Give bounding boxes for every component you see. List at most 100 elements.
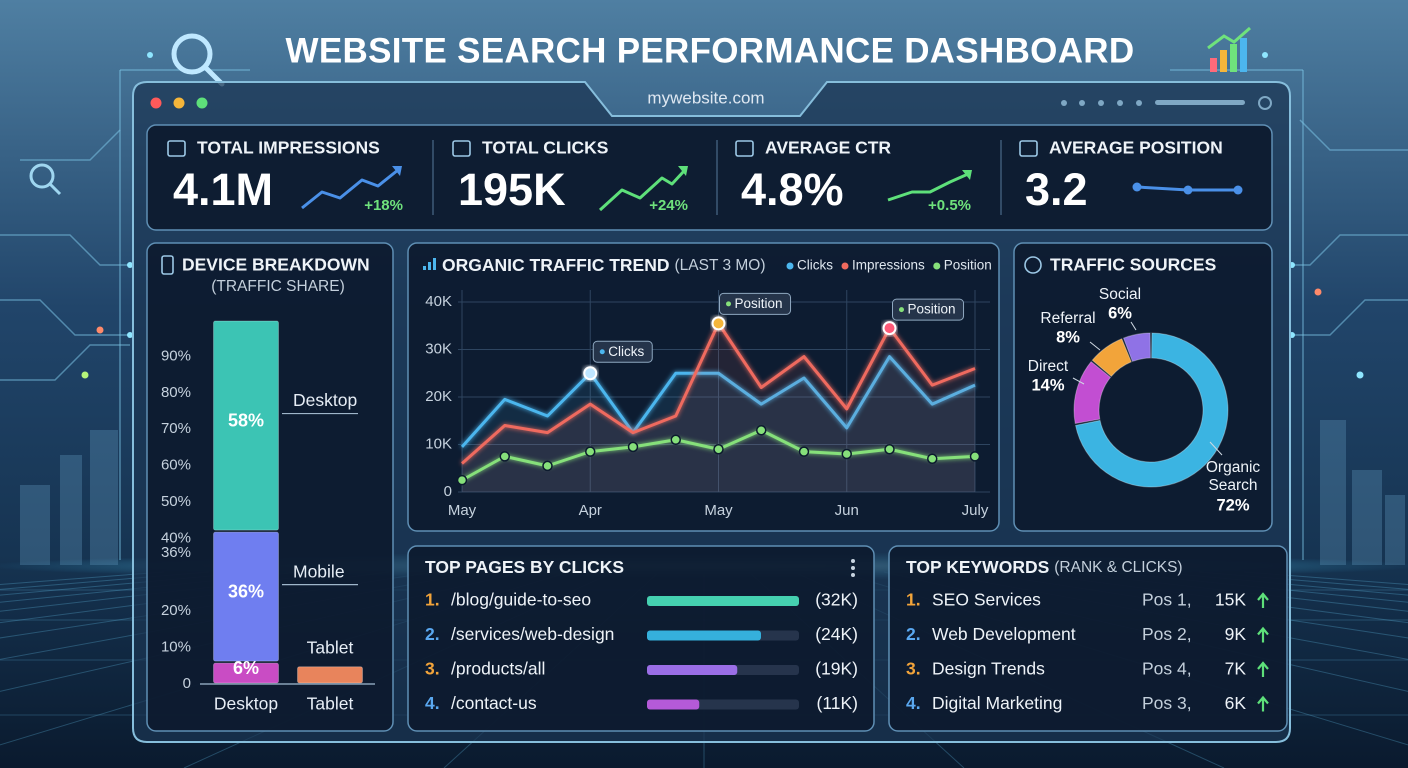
- kpi-change: +24%: [649, 197, 688, 214]
- panel-title: DEVICE BREAKDOWN: [182, 255, 370, 275]
- slice-label: Social: [1099, 286, 1141, 303]
- slice-label: Referral: [1040, 310, 1095, 327]
- kpi-icon: [735, 140, 754, 157]
- arrow-head: [392, 166, 402, 176]
- point: [884, 444, 895, 455]
- node: [1262, 52, 1268, 58]
- label-box: Organic Search: [1206, 459, 1260, 494]
- kpi-icon: [1019, 140, 1038, 157]
- y-tick-label: 70%: [161, 420, 191, 437]
- keyword-position: Pos 1,: [1142, 590, 1192, 610]
- keyword: Digital Marketing: [932, 693, 1062, 713]
- panel-heading: ORGANIC TRAFFIC TREND (LAST 3 MO): [442, 255, 766, 275]
- bar-label: 58%: [228, 410, 264, 430]
- pie-segment: [1074, 332, 1229, 488]
- y-tick-label: 30K: [425, 340, 452, 357]
- kpi-change: +0.5%: [928, 197, 971, 214]
- url: mywebsite.com: [647, 88, 764, 107]
- point: [927, 453, 938, 464]
- annotation-box: [719, 292, 792, 315]
- spark-dot: [1132, 182, 1142, 192]
- keyword: Web Development: [932, 624, 1076, 644]
- chart-icon: [1207, 26, 1251, 72]
- legend-label: Position: [944, 258, 992, 273]
- point: [499, 451, 510, 462]
- annotation-dot: [599, 349, 605, 355]
- icon-bar: [428, 262, 431, 270]
- kpi-value: 195K: [458, 164, 566, 215]
- keyword-clicks: 9K: [1225, 624, 1247, 644]
- annotation-dot: [726, 301, 731, 307]
- rank: 2.: [425, 624, 440, 644]
- slice-value: 72%: [1216, 496, 1249, 514]
- lens: [29, 163, 55, 189]
- kpi-change: +18%: [364, 197, 403, 214]
- lens: [171, 33, 213, 75]
- bar: [647, 596, 799, 606]
- dot: [1079, 100, 1085, 106]
- bar-value: (32K): [815, 590, 858, 610]
- y-tick-label: 0: [183, 675, 191, 692]
- slice-value: 14%: [1031, 376, 1064, 394]
- y-tick-label: 60%: [161, 457, 191, 474]
- y-tick-label: 90%: [161, 347, 191, 364]
- annotation: Position: [908, 302, 956, 317]
- rank: 1.: [425, 590, 440, 610]
- bar: [647, 665, 738, 675]
- y-tick-label: 36%: [161, 544, 191, 561]
- kpi-label: AVERAGE CTR: [765, 138, 891, 158]
- node: [1356, 371, 1364, 379]
- node: [81, 371, 89, 379]
- icon-bar: [1230, 44, 1237, 72]
- window-controls: [1061, 96, 1272, 110]
- building: [1320, 420, 1346, 565]
- menu-dot: [851, 559, 855, 563]
- spark-dot: [1233, 185, 1243, 195]
- x-tick-label: May: [448, 502, 477, 519]
- keyword-clicks: 15K: [1215, 590, 1246, 610]
- series-label: Tablet: [307, 637, 354, 657]
- page-path: /products/all: [451, 659, 545, 679]
- sparkline: [301, 168, 399, 210]
- highlight-point: [882, 321, 897, 336]
- pages-panel: [407, 545, 875, 732]
- panel-title: ORGANIC TRAFFIC TREND: [442, 255, 669, 275]
- kpi-icon: [452, 140, 471, 157]
- line: [460, 355, 976, 448]
- bar: [647, 630, 761, 641]
- annotation-dot: [899, 307, 904, 313]
- y-tick-label: 50%: [161, 493, 191, 510]
- up-arrow: [1257, 661, 1269, 677]
- building: [20, 485, 50, 565]
- panel-icon: [1024, 256, 1042, 274]
- pie-segment: [1073, 360, 1112, 425]
- keyword-clicks: 6K: [1225, 693, 1247, 713]
- x-tick-label: Apr: [579, 502, 602, 519]
- annotation-box: [592, 340, 653, 363]
- circuit: [1299, 119, 1408, 151]
- kpi-label: TOTAL IMPRESSIONS: [197, 138, 380, 158]
- rank: 4.: [906, 693, 921, 713]
- panel-subtitle: (LAST 3 MO): [674, 257, 765, 274]
- x-tick-label: July: [962, 502, 989, 519]
- legend-dot: [841, 262, 849, 270]
- dot: [1098, 100, 1104, 106]
- rank: 4.: [425, 693, 440, 713]
- arrow-head: [962, 170, 972, 180]
- bar-segment: [213, 662, 279, 684]
- building: [90, 430, 118, 565]
- icon-line: [1207, 26, 1251, 50]
- arrow-head: [678, 166, 688, 176]
- up-arrow: [1257, 695, 1269, 712]
- y-tick-label: 20K: [425, 388, 452, 405]
- y-tick-label: 80%: [161, 384, 191, 401]
- keyword: SEO Services: [932, 590, 1041, 610]
- y-tick-label: 0: [444, 483, 452, 500]
- leader: [1209, 441, 1223, 456]
- panels: [146, 124, 1288, 732]
- page-path: /contact-us: [451, 693, 537, 713]
- rank: 2.: [906, 624, 921, 644]
- bar-segment: [213, 320, 279, 531]
- icon-bar: [423, 266, 426, 270]
- highlight-point: [583, 366, 598, 381]
